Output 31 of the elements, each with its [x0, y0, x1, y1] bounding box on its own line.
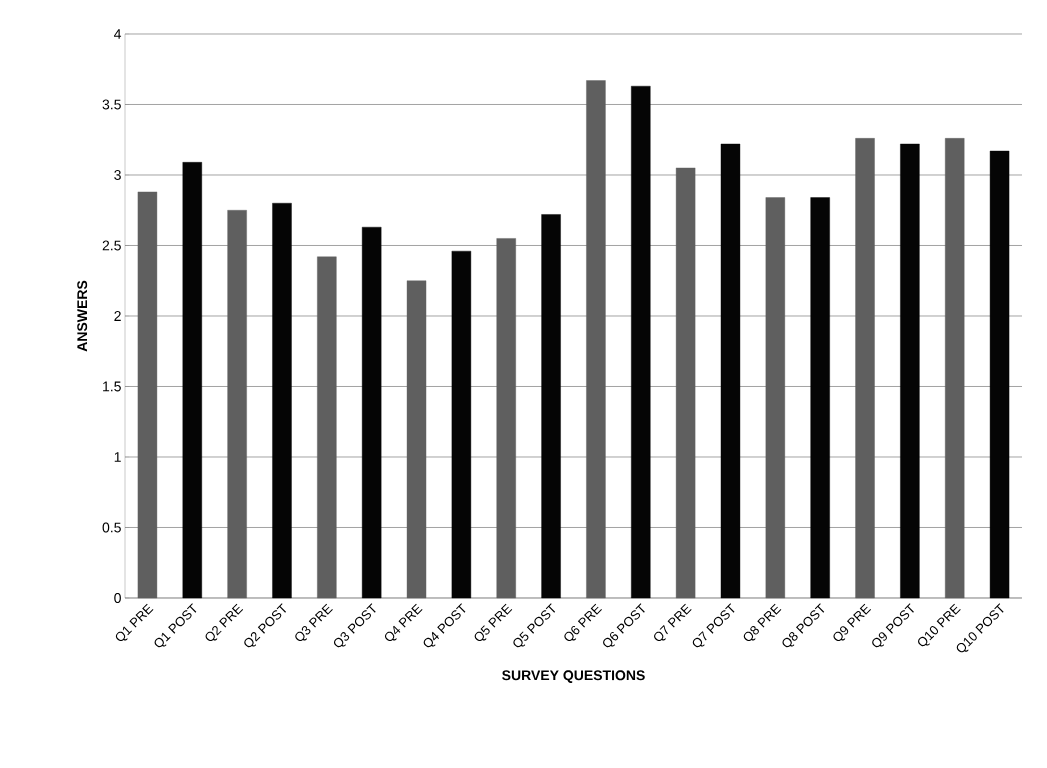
bar [586, 80, 606, 599]
bar [945, 138, 965, 599]
y-tick-label: 4 [114, 29, 122, 39]
y-tick-label: 0 [114, 593, 121, 603]
bar [137, 191, 158, 599]
y-tick-label: 2 [114, 311, 121, 321]
bar [406, 280, 427, 599]
bar [900, 143, 920, 599]
bar [361, 226, 382, 599]
y-tick-label: 1.5 [103, 381, 121, 392]
bar [182, 162, 202, 599]
bar [810, 197, 830, 599]
bar [631, 85, 651, 599]
y-tick-label: 3 [114, 170, 121, 180]
x-axis-title: SURVEY QUESTIONS [502, 670, 645, 683]
bar [541, 214, 561, 599]
bar [720, 143, 741, 599]
bar [765, 197, 786, 599]
y-tick-label: 2.5 [102, 240, 121, 251]
bar [675, 167, 696, 599]
bar [989, 150, 1010, 599]
bar [317, 256, 337, 599]
bar [496, 238, 516, 599]
y-axis-title: ANSWERS [77, 280, 88, 352]
y-tick-label: 3.5 [102, 99, 121, 110]
bar [855, 138, 875, 599]
bar [272, 202, 292, 599]
bar [227, 210, 247, 599]
y-tick-label: 0.5 [102, 522, 121, 533]
bar [451, 250, 472, 599]
y-tick-label: 1 [114, 452, 121, 462]
